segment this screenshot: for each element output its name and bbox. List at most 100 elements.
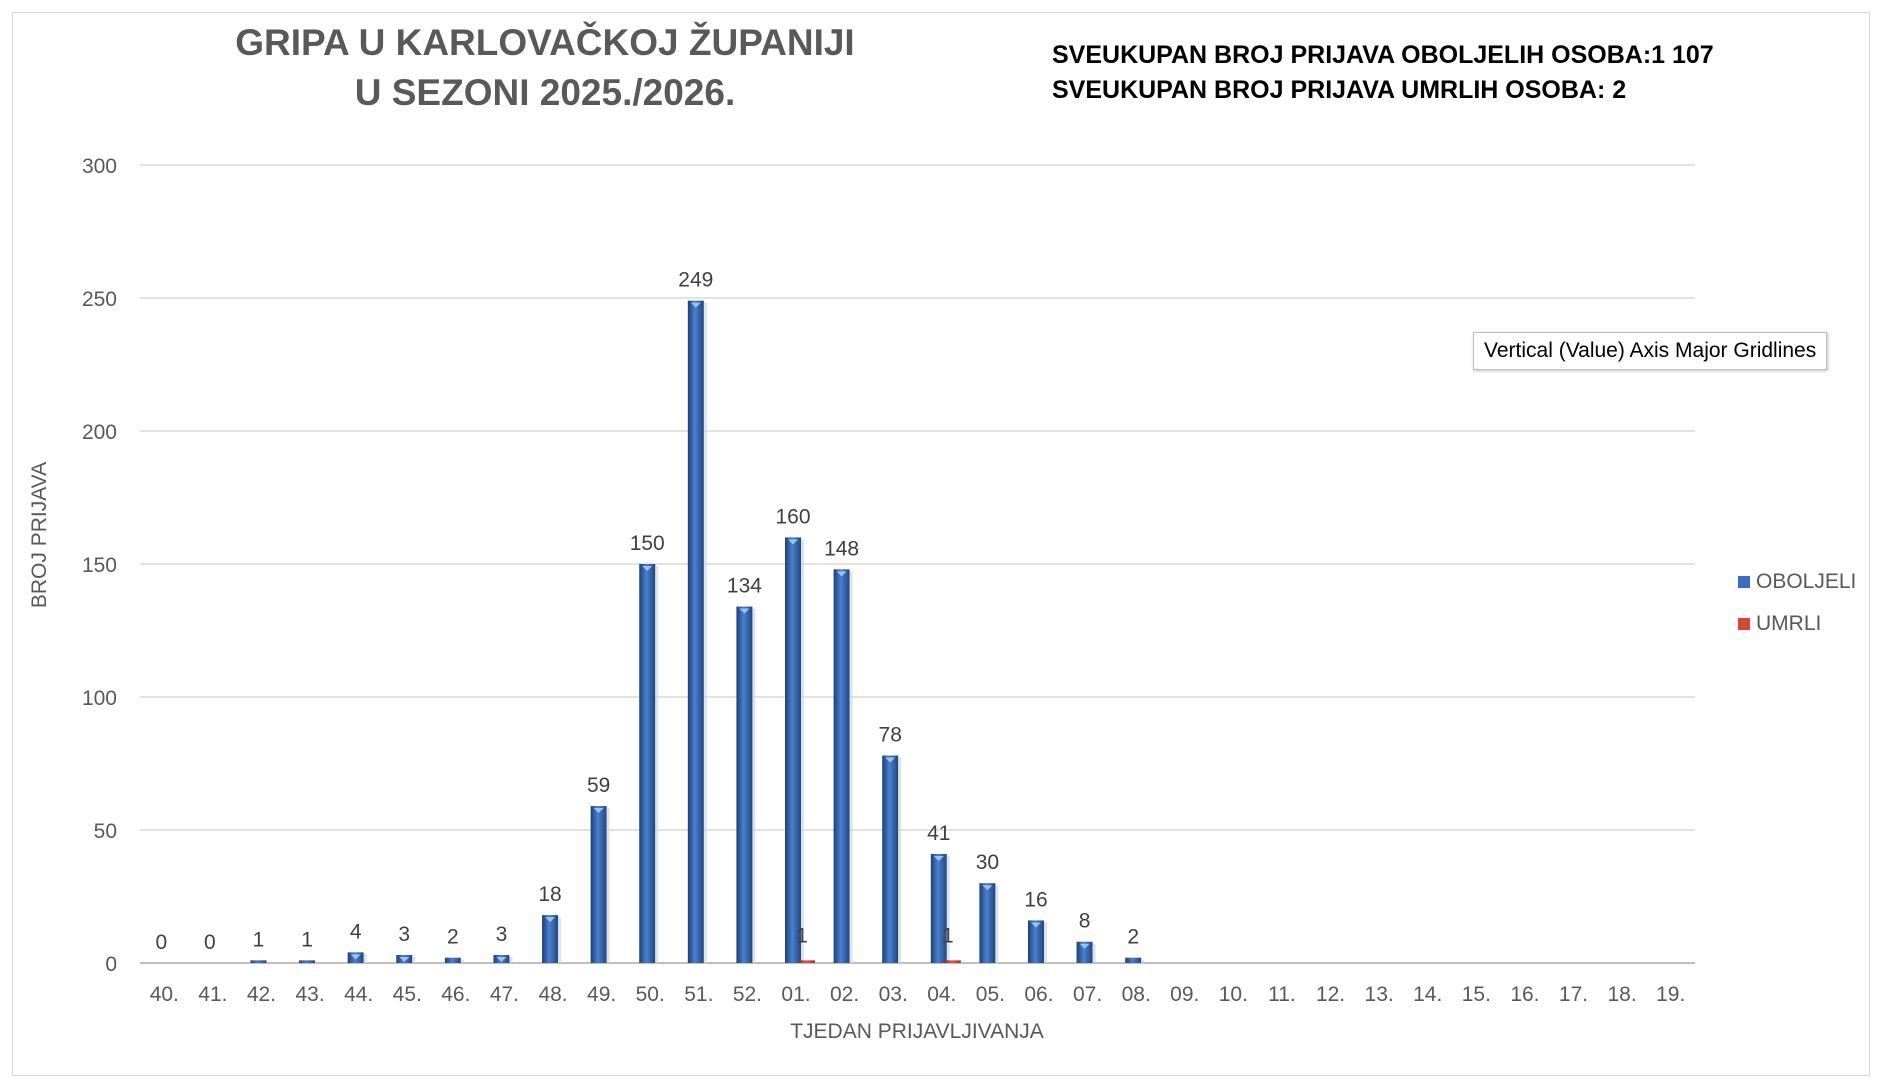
data-label: 78 bbox=[879, 724, 902, 747]
bar bbox=[542, 915, 559, 963]
bar-shadow bbox=[898, 757, 902, 963]
x-tick-label: 08. bbox=[1122, 983, 1151, 1006]
x-tick-label: 09. bbox=[1170, 983, 1199, 1006]
bar-shadow bbox=[363, 954, 367, 963]
chart-title-line-2: U SEZONI 2025./2026. bbox=[354, 72, 736, 113]
bar-shadow bbox=[1141, 959, 1145, 963]
bar-shadow bbox=[1092, 943, 1096, 963]
x-tick-label: 48. bbox=[538, 983, 567, 1006]
data-label: 16 bbox=[1024, 888, 1047, 911]
y-tick-label: 200 bbox=[82, 421, 117, 444]
bar-shadow bbox=[1043, 922, 1047, 963]
bar-cap bbox=[1030, 922, 1041, 928]
data-label: 134 bbox=[727, 575, 762, 598]
data-label: 30 bbox=[976, 851, 999, 874]
x-tick-label: 10. bbox=[1219, 983, 1248, 1006]
data-label: 148 bbox=[824, 537, 859, 560]
y-axis-title: BROJ PRIJAVA bbox=[28, 462, 51, 608]
bar-cap bbox=[593, 808, 604, 814]
data-label: 2 bbox=[447, 926, 459, 949]
bar bbox=[590, 806, 607, 963]
bar-cap bbox=[350, 954, 361, 960]
chart-frame bbox=[12, 12, 1870, 1076]
x-axis-title: TJEDAN PRIJAVLJIVANJA bbox=[790, 1020, 1044, 1043]
bar bbox=[785, 537, 802, 963]
x-tick-label: 14. bbox=[1413, 983, 1442, 1006]
bar bbox=[1125, 957, 1142, 963]
chart-title-line-1: GRIPA U KARLOVAČKOJ ŽUPANIJI bbox=[235, 22, 855, 63]
gridlines-tooltip: Vertical (Value) Axis Major Gridlines bbox=[1473, 332, 1828, 370]
bar bbox=[944, 960, 961, 963]
data-label: 3 bbox=[496, 923, 508, 946]
legend-swatch-oboljeli bbox=[1738, 576, 1750, 588]
x-tick-label: 47. bbox=[490, 983, 519, 1006]
bar bbox=[687, 300, 704, 963]
x-tick-label: 45. bbox=[393, 983, 422, 1006]
bar-shadow bbox=[315, 962, 319, 963]
legend-item-umrli[interactable]: UMRLI bbox=[1738, 610, 1856, 638]
data-label: 249 bbox=[678, 269, 713, 292]
y-tick-label: 0 bbox=[105, 953, 117, 976]
x-tick-label: 02. bbox=[830, 983, 859, 1006]
bar bbox=[1027, 920, 1044, 963]
bar-shadow bbox=[995, 885, 999, 963]
x-tick-label: 49. bbox=[587, 983, 616, 1006]
x-tick-label: 51. bbox=[684, 983, 713, 1006]
bar-cap bbox=[496, 957, 507, 963]
data-label: 160 bbox=[775, 505, 810, 528]
x-tick-label: 40. bbox=[150, 983, 179, 1006]
x-tick-label: 05. bbox=[976, 983, 1005, 1006]
y-tick-label: 100 bbox=[82, 687, 117, 710]
y-tick-label: 150 bbox=[82, 554, 117, 577]
total-cases-text: SVEUKUPAN BROJ PRIJAVA OBOLJELIH OSOBA:1… bbox=[1052, 41, 1714, 69]
bar-cap bbox=[788, 539, 799, 545]
total-deaths-text: SVEUKUPAN BROJ PRIJAVA UMRLIH OSOBA: 2 bbox=[1052, 76, 1627, 104]
data-label: 1 bbox=[796, 924, 808, 947]
x-tick-label: 19. bbox=[1656, 983, 1685, 1006]
legend-item-oboljeli[interactable]: OBOLJELI bbox=[1738, 568, 1856, 596]
bar-shadow bbox=[412, 957, 416, 963]
x-tick-label: 06. bbox=[1024, 983, 1053, 1006]
data-label: 3 bbox=[398, 923, 410, 946]
bar-cap bbox=[399, 957, 410, 963]
chart-legend: OBOLJELI UMRLI bbox=[1738, 568, 1856, 652]
bar-cap bbox=[545, 917, 556, 923]
bar-cap bbox=[1079, 943, 1090, 949]
bar-shadow bbox=[703, 302, 707, 963]
bar-cap bbox=[982, 885, 993, 891]
bar-shadow bbox=[815, 962, 819, 963]
bar-shadow bbox=[752, 608, 756, 963]
x-tick-label: 41. bbox=[198, 983, 227, 1006]
legend-label-oboljeli: OBOLJELI bbox=[1756, 570, 1857, 593]
x-tick-label: 07. bbox=[1073, 983, 1102, 1006]
bar bbox=[250, 960, 267, 963]
bar-shadow bbox=[606, 808, 610, 963]
x-tick-label: 18. bbox=[1608, 983, 1637, 1006]
bar-cap bbox=[885, 757, 896, 763]
data-label: 150 bbox=[630, 532, 665, 555]
data-label: 2 bbox=[1127, 926, 1139, 949]
legend-label-umrli: UMRLI bbox=[1756, 612, 1822, 635]
bar bbox=[1076, 941, 1093, 963]
bar-cap bbox=[836, 571, 847, 577]
chart-title: GRIPA U KARLOVAČKOJ ŽUPANIJI U SEZONI 20… bbox=[150, 18, 940, 118]
x-tick-label: 50. bbox=[636, 983, 665, 1006]
x-tick-label: 04. bbox=[927, 983, 956, 1006]
data-label: 1 bbox=[301, 928, 313, 951]
data-label: 1 bbox=[253, 928, 265, 951]
bar bbox=[639, 564, 656, 963]
bar-cap bbox=[933, 855, 944, 861]
x-tick-label: 12. bbox=[1316, 983, 1345, 1006]
data-label: 1 bbox=[942, 924, 954, 947]
data-label: 8 bbox=[1079, 910, 1091, 933]
x-tick-label: 43. bbox=[295, 983, 324, 1006]
y-tick-label: 50 bbox=[94, 820, 117, 843]
x-tick-label: 11. bbox=[1268, 983, 1296, 1006]
bar-shadow bbox=[558, 917, 562, 963]
data-label: 0 bbox=[155, 931, 167, 954]
bar-shadow bbox=[460, 959, 464, 963]
legend-swatch-umrli bbox=[1738, 618, 1750, 630]
bar-shadow bbox=[946, 855, 950, 963]
bar bbox=[979, 883, 996, 963]
